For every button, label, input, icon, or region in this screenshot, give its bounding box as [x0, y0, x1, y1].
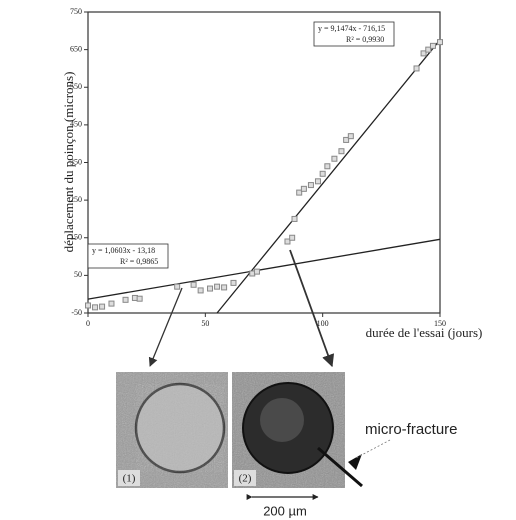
y-axis-label: déplacement du poinçon (microns) — [61, 72, 76, 253]
point — [425, 46, 432, 53]
point — [190, 281, 197, 288]
point — [331, 155, 338, 162]
image-label: (2) — [239, 473, 252, 485]
point — [99, 303, 106, 310]
point — [437, 39, 443, 46]
image-label: (1) — [123, 473, 136, 485]
r-squared: R² = 0,9865 — [120, 257, 158, 266]
x-tick-label: 50 — [201, 319, 209, 328]
equation-box: y = 1,0603x - 13,18 R² = 0,9865 — [87, 243, 169, 269]
equation: y = 1,0603x - 13,18 — [92, 246, 155, 255]
equation-box: y = 9,1474x - 716,15 R² = 0,9930 — [313, 21, 395, 47]
y-tick-label: 250 — [70, 195, 82, 204]
x-tick-label: 150 — [434, 319, 446, 328]
point — [92, 304, 99, 311]
point — [324, 163, 331, 170]
arrow — [289, 249, 335, 368]
point — [221, 284, 228, 291]
y-tick-label: 150 — [70, 233, 82, 242]
point — [300, 185, 307, 192]
micrograph: (2) — [232, 372, 345, 488]
point — [108, 300, 115, 307]
x-tick-label: 0 — [86, 319, 90, 328]
micrograph: (1) — [116, 372, 228, 488]
point — [85, 302, 91, 309]
equation: y = 9,1474x - 716,15 — [318, 24, 385, 33]
point — [319, 170, 326, 177]
point — [230, 279, 237, 286]
point — [413, 65, 420, 72]
x-axis-label: durée de l'essai (jours) — [366, 325, 483, 340]
x-tick-label: 100 — [317, 319, 329, 328]
point — [253, 268, 260, 275]
chart: -50 50 150 250 350 450 550 650 750 0 50 100 150 — [70, 7, 446, 328]
y-tick-label: 550 — [70, 82, 82, 91]
trend-line — [87, 238, 441, 300]
point — [343, 136, 350, 143]
point — [122, 296, 129, 303]
point — [284, 238, 291, 245]
point — [214, 283, 221, 290]
annotation: micro-fracture — [365, 421, 458, 438]
leader — [355, 439, 391, 459]
y-tick-label: 50 — [74, 270, 82, 279]
fracture-pointer — [317, 446, 363, 488]
y-tick-label: 450 — [70, 120, 82, 129]
point — [314, 178, 321, 185]
y-tick-label: -50 — [71, 308, 82, 317]
y-tick-label: 750 — [70, 7, 82, 16]
fracture-pointer-head — [348, 454, 362, 470]
point — [291, 215, 298, 222]
point — [338, 148, 345, 155]
point — [197, 287, 204, 294]
y-tick-label: 350 — [70, 157, 82, 166]
point — [174, 283, 181, 290]
point — [429, 42, 436, 49]
point — [289, 234, 296, 241]
arrow — [148, 287, 183, 367]
point — [207, 285, 214, 292]
scale-label: 200 µm — [263, 503, 307, 518]
point — [420, 50, 427, 57]
point — [296, 189, 303, 196]
y-tick-label: 650 — [70, 44, 82, 53]
point — [136, 295, 143, 302]
point — [307, 182, 314, 189]
point — [347, 133, 354, 140]
trend-line — [216, 39, 441, 314]
r-squared: R² = 0,9930 — [346, 35, 384, 44]
